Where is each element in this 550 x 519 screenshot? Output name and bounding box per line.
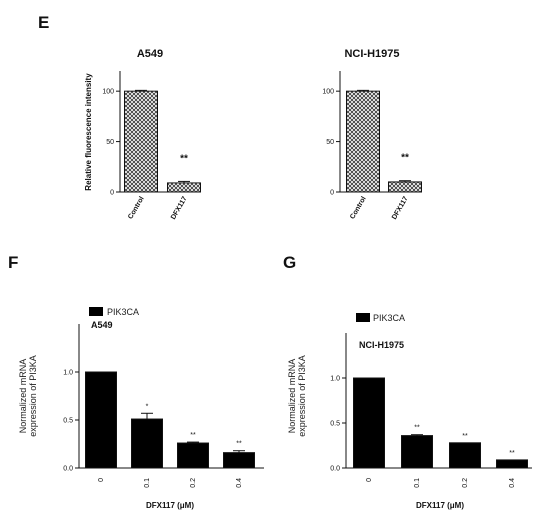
y-tick-label: 50 <box>326 139 334 146</box>
y-axis-title: Normalized mRNA <box>287 359 297 434</box>
chart-nci-h1975-mrna: 0.0 0.5 1.0 0 ** 0.1 ** 0.2 ** 0.4 Normalized mRNA… <box>287 313 532 510</box>
x-tick-label: DFX117 <box>170 195 189 220</box>
bar-Control <box>124 90 158 193</box>
significance-marker: ** <box>190 432 196 439</box>
bar-Control <box>346 90 380 193</box>
y-tick-label: 0.0 <box>63 466 73 473</box>
y-tick-label: 50 <box>106 139 114 146</box>
significance-marker: ** <box>462 433 468 440</box>
chart-a549-fluorescence: 0 50 100 Control ** DFX117 A549 Relative fluore… <box>84 48 201 221</box>
y-tick-label: 100 <box>322 89 334 96</box>
y-tick-label: 0 <box>330 190 334 197</box>
y-axis-title: Relative fluorescence intensity <box>84 73 93 191</box>
y-tick-label: 100 <box>102 89 114 96</box>
x-tick-label: 0.4 <box>236 478 243 488</box>
chart-title: A549 <box>137 48 163 60</box>
significance-marker: ** <box>180 153 188 164</box>
panel-letter-f: F <box>8 253 18 272</box>
significance-marker: ** <box>509 450 515 457</box>
bar-DFX117 <box>167 182 201 193</box>
x-tick-label: 0.2 <box>190 478 197 488</box>
cell-line-label: A549 <box>91 320 113 330</box>
legend-label: PIK3CA <box>373 313 405 323</box>
x-tick-label: 0 <box>98 478 105 482</box>
x-tick-label: Control <box>127 195 146 220</box>
bar-0 <box>85 371 117 469</box>
significance-marker: ** <box>236 441 242 448</box>
x-tick-label: 0.1 <box>414 478 421 488</box>
bar-DFX117 <box>388 181 422 193</box>
x-tick-label: Control <box>349 195 368 220</box>
bar-0.4 <box>496 459 528 469</box>
bar-0 <box>353 377 385 469</box>
y-axis-title: expression of PI3KA <box>28 355 38 437</box>
chart-a549-mrna: 0.0 0.5 1.0 0 * 0.1 ** 0.2 ** 0.4 Normalized mRNA e… <box>18 307 264 510</box>
significance-marker: ** <box>401 153 409 164</box>
x-axis-title: DFX117 (μM) <box>416 501 464 510</box>
chart-title: NCI-H1975 <box>344 48 399 60</box>
y-tick-label: 0.0 <box>330 466 340 473</box>
y-tick-label: 0.5 <box>330 421 340 428</box>
x-tick-label: 0.1 <box>144 478 151 488</box>
bar-0.4 <box>223 452 255 469</box>
legend-label: PIK3CA <box>107 307 139 317</box>
x-tick-label: DFX117 <box>391 195 410 220</box>
cell-line-label: NCI-H1975 <box>359 340 404 350</box>
y-tick-label: 1.0 <box>63 370 73 377</box>
legend-swatch <box>89 307 103 316</box>
x-tick-label: 0.2 <box>462 478 469 488</box>
y-tick-label: 0.5 <box>63 418 73 425</box>
x-tick-label: 0.4 <box>509 478 516 488</box>
significance-marker: * <box>146 403 149 410</box>
significance-marker: ** <box>414 425 420 432</box>
y-axis-title: Normalized mRNA <box>18 359 28 434</box>
x-tick-label: 0 <box>366 478 373 482</box>
chart-nci-h1975-fluorescence: 0 50 100 Control ** DFX117 NCI-H1975 <box>322 48 422 221</box>
panel-letter-g: G <box>283 253 296 272</box>
legend-swatch <box>356 313 370 322</box>
bar-0.1 <box>401 435 433 469</box>
y-tick-label: 1.0 <box>330 376 340 383</box>
y-tick-label: 0 <box>110 190 114 197</box>
bar-0.2 <box>449 442 481 469</box>
panel-letter-e: E <box>38 13 49 32</box>
y-axis-title: expression of PI3KA <box>297 355 307 437</box>
bar-0.2 <box>177 442 209 469</box>
x-axis-title: DFX117 (μM) <box>146 501 194 510</box>
bar-0.1 <box>131 418 163 469</box>
